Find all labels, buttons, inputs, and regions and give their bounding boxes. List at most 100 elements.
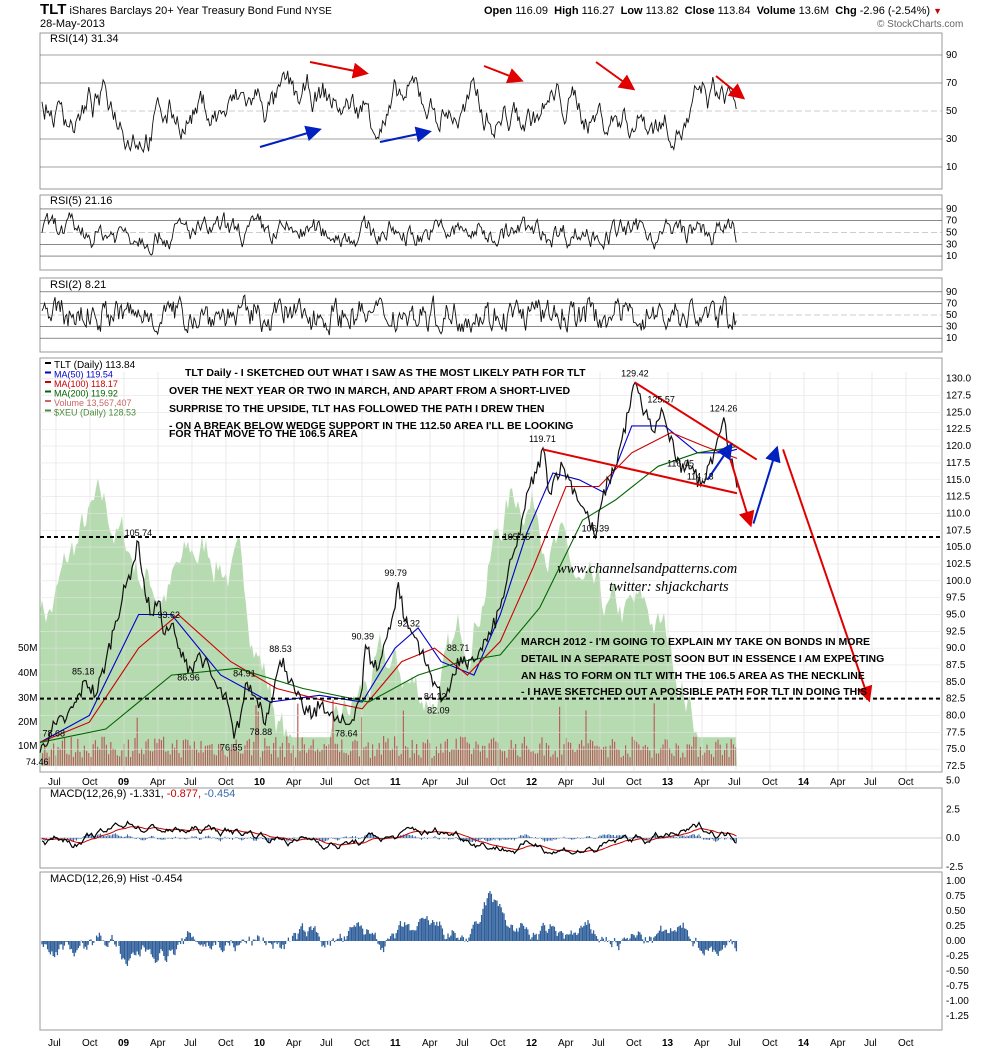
rsi-divergence-arrow: [259, 125, 322, 148]
wedge-lower-trendline: [542, 448, 738, 495]
fund-name: iShares Barclays 20+ Year Treasury Bond …: [69, 5, 302, 17]
volume-bar: [462, 737, 464, 766]
x-tick-label-bottom: Jul: [592, 1038, 605, 1049]
wedge-upper-trendline: [634, 381, 758, 461]
volume-bar: [116, 755, 118, 766]
projected-path-down-2: [782, 449, 873, 703]
volume-bar: [160, 740, 162, 766]
x-tick-label: Oct: [898, 777, 914, 788]
x-tick-label: 12: [526, 777, 538, 788]
volume-bar: [501, 751, 503, 766]
price-point-label: 124.26: [710, 403, 738, 413]
price-point-label: 85.18: [72, 667, 95, 677]
volume-bar: [193, 741, 195, 766]
volume-bar: [266, 746, 268, 766]
volume-bar: [121, 750, 123, 766]
hist-tick-label: 0.00: [946, 936, 966, 947]
x-tick-label-bottom: Apr: [422, 1038, 438, 1049]
volume-bar: [88, 753, 90, 766]
legend-entry: MA(200) 119.92: [54, 389, 118, 399]
macd-label-part-3: -0.454: [204, 788, 235, 800]
volume-bar: [541, 737, 543, 766]
x-tick-label-bottom: Apr: [694, 1038, 710, 1049]
volume-bar: [614, 741, 616, 766]
volume-bar: [640, 750, 642, 766]
volume-bar: [627, 753, 629, 766]
volume-bar: [642, 746, 644, 766]
copyright: © StockCharts.com: [877, 19, 964, 30]
volume-bar: [158, 738, 160, 766]
volume-bar: [664, 739, 666, 766]
volume-bar: [308, 748, 310, 766]
volume-bar: [717, 739, 719, 766]
legend-entry: TLT (Daily) 113.84: [54, 360, 136, 371]
chg-label: Chg: [835, 5, 857, 17]
volume-bar: [407, 747, 409, 766]
volume-bar: [372, 744, 374, 766]
x-tick-label-bottom: Oct: [626, 1038, 642, 1049]
volume-bar: [380, 754, 382, 766]
volume-bar: [108, 754, 110, 766]
x-tick-label: 13: [662, 777, 674, 788]
volume-bar: [517, 755, 519, 766]
x-tick-label-bottom: 10: [254, 1038, 266, 1049]
volume-bar: [44, 744, 46, 766]
legend-entry: MA(50) 119.54: [54, 370, 113, 380]
x-tick-label-bottom: Oct: [762, 1038, 778, 1049]
x-tick-label-bottom: Oct: [898, 1038, 914, 1049]
volume-bar: [581, 740, 583, 766]
price-point-label: 78.68: [42, 728, 65, 738]
volume-bar: [132, 751, 134, 766]
price-point-label: 93.62: [158, 610, 181, 620]
price-tick-label: 75.0: [946, 744, 966, 755]
volume-bar: [567, 742, 569, 766]
legend-swatch: [45, 362, 51, 364]
volume-bar: [119, 756, 121, 766]
legend-entry: Volume 13,567,407: [54, 398, 132, 408]
price-tick-label: 85.0: [946, 677, 966, 688]
price-point-label: 76.55: [220, 743, 243, 753]
volume-bar: [625, 745, 627, 766]
volume-bar: [490, 739, 492, 766]
macd-signal-line: [41, 826, 737, 853]
rsi2-line: [41, 294, 737, 336]
volume-bar: [48, 756, 50, 766]
volume-bar: [660, 748, 662, 766]
volume-bar: [673, 756, 675, 766]
legend-entry: $XEU (Daily) 128.53: [54, 408, 136, 418]
volume-bar: [237, 751, 239, 766]
volume-bar: [396, 745, 398, 766]
volume-bar: [611, 739, 613, 766]
volume-bar: [66, 753, 68, 766]
volume-bar: [688, 744, 690, 766]
volume-bar: [130, 757, 132, 766]
x-tick-label-bottom: 09: [118, 1038, 130, 1049]
volume-bar: [451, 749, 453, 766]
volume-bar: [229, 749, 231, 766]
volume-bar: [435, 746, 437, 766]
volume-bar: [259, 757, 261, 766]
rsi-divergence-arrow: [483, 65, 524, 84]
volume-bar: [257, 711, 259, 766]
volume-bar: [361, 717, 363, 766]
volume-bar: [719, 744, 721, 766]
volume-bar: [248, 738, 250, 766]
price-tick-label: 72.5: [946, 761, 966, 772]
volume-bar: [526, 745, 528, 766]
volume-bar: [519, 757, 521, 766]
volume-bar: [559, 706, 561, 766]
volume-bar: [677, 745, 679, 766]
x-tick-label: 10: [254, 777, 266, 788]
volume-bar: [697, 756, 699, 766]
volume-bar: [134, 738, 136, 766]
volume-bar: [545, 743, 547, 766]
volume-bar: [708, 750, 710, 766]
annotation-daily-line-2: OVER THE NEXT YEAR OR TWO IN MARCH, AND …: [169, 385, 571, 397]
volume-bar: [363, 747, 365, 766]
watermark-website: www.channelsandpatterns.com: [557, 561, 737, 577]
volume-bar: [616, 749, 618, 766]
volume-bar: [561, 754, 563, 766]
volume-bar: [605, 746, 607, 766]
volume-bar: [440, 743, 442, 766]
volume-bar: [473, 748, 475, 766]
